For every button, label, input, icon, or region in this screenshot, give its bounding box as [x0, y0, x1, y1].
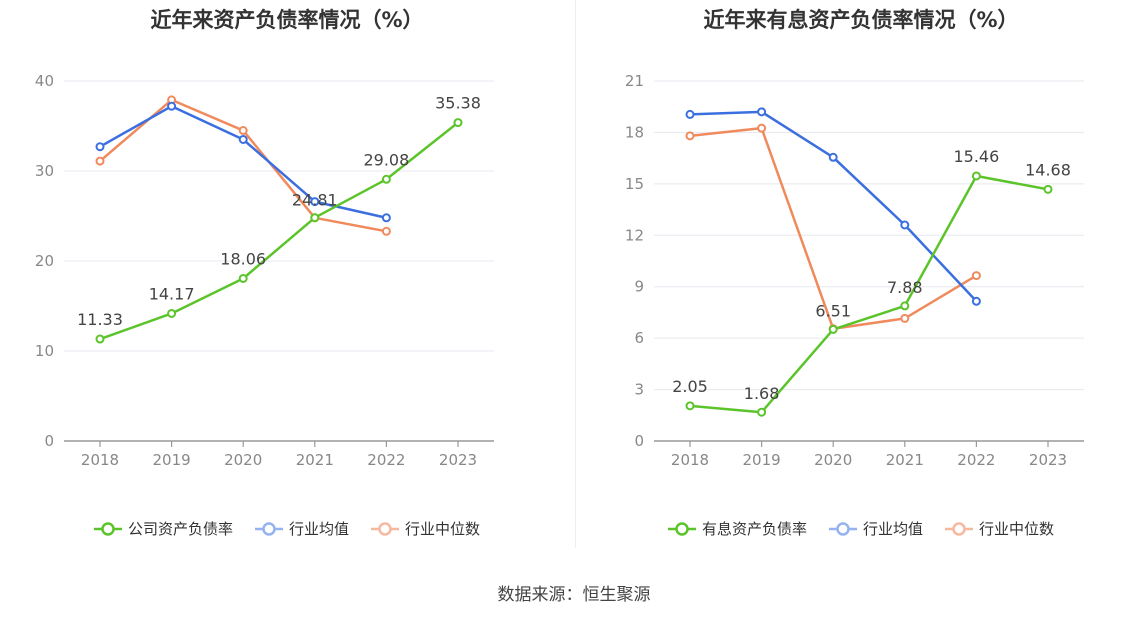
legend-swatch-icon	[667, 521, 696, 536]
x-tick-label: 2023	[1029, 451, 1067, 469]
line-chart-interest-bearing-debt-ratio: 0 3 6 9 12 15 18 21 2018 2019 2020 2021 2022 2023 2.05…	[625, 72, 1084, 469]
data-point	[685, 109, 695, 119]
x-tick-label: 2020	[224, 451, 262, 469]
legend-swatch-icon	[93, 521, 122, 536]
data-point	[310, 213, 320, 223]
legend-swatch-icon	[254, 521, 283, 536]
x-tick-label: 2018	[81, 451, 119, 469]
legend-label: 有息资产负债率	[701, 520, 807, 538]
y-tick-label: 30	[35, 162, 54, 180]
data-point	[381, 226, 391, 236]
data-point	[971, 271, 981, 281]
y-tick-label: 18	[625, 123, 644, 141]
x-tick-label: 2021	[296, 451, 334, 469]
data-point	[95, 334, 105, 344]
y-tick-label: 40	[35, 72, 54, 90]
data-label: 29.08	[363, 150, 409, 169]
data-point	[685, 131, 695, 141]
data-label: 18.06	[220, 249, 266, 268]
line-chart-debt-ratio: 0 10 20 30 40 2018 2019 2020 2021 2022 2023 11.33 14…	[35, 72, 494, 469]
data-point	[828, 152, 838, 162]
y-tick-label: 0	[634, 432, 644, 450]
data-point	[900, 313, 910, 323]
legend-item-industry-median[interactable]: 行业中位数	[945, 518, 1054, 539]
y-tick-label: 10	[35, 342, 54, 360]
series-line	[689, 174, 1049, 414]
chart-panel-left: 近年来资产负债率情况（%） 0 10 20 30 40 2018 2019 2020 2021 2…	[0, 0, 574, 560]
data-point	[900, 220, 910, 230]
x-tick-label: 2019	[153, 451, 191, 469]
data-point	[971, 171, 981, 181]
y-tick-label: 3	[634, 381, 644, 399]
chart-title: 近年来有息资产负债率情况（%）	[703, 8, 1019, 32]
data-label: 14.17	[149, 284, 195, 303]
x-tick-label: 2022	[957, 451, 995, 469]
data-point	[757, 107, 767, 117]
data-point	[310, 197, 320, 207]
series-line	[99, 98, 387, 233]
series-line	[99, 121, 459, 341]
legend-label: 行业中位数	[405, 520, 481, 538]
data-point	[238, 273, 248, 283]
legend-item-industry-median[interactable]: 行业中位数	[371, 518, 480, 539]
x-tick-label: 2020	[814, 451, 852, 469]
y-tick-label: 21	[625, 72, 644, 90]
data-point	[757, 123, 767, 133]
legend-label: 公司资产负债率	[127, 520, 233, 538]
data-point	[167, 101, 177, 111]
data-point	[95, 156, 105, 166]
data-point	[238, 126, 248, 135]
series-line	[689, 110, 978, 303]
legend-label: 行业均值	[288, 520, 349, 538]
data-point	[1043, 184, 1053, 194]
y-tick-label: 0	[44, 432, 54, 450]
data-label: 6.51	[815, 301, 851, 320]
x-tick-label: 2018	[671, 451, 709, 469]
data-point	[971, 296, 981, 306]
y-tick-label: 12	[625, 226, 644, 244]
data-point	[453, 118, 463, 128]
legend-item-interest-bearing-ratio[interactable]: 有息资产负债率	[667, 518, 807, 539]
legend-item-company-ratio[interactable]: 公司资产负债率	[93, 518, 233, 539]
legend-label: 行业均值	[862, 520, 923, 538]
legend-item-industry-mean[interactable]: 行业均值	[254, 518, 349, 539]
panel-divider	[575, 0, 576, 548]
data-point	[828, 324, 838, 334]
data-source-note: 数据来源：恒生聚源	[497, 585, 651, 605]
y-tick-label: 9	[634, 278, 644, 296]
data-label: 2.05	[672, 377, 708, 396]
legend-swatch-icon	[828, 521, 857, 536]
y-tick-label: 15	[625, 175, 644, 193]
chart-legend: 公司资产负债率 行业均值 行业中位数	[0, 518, 574, 539]
legend-item-industry-mean[interactable]: 行业均值	[828, 518, 923, 539]
chart-legend: 有息资产负债率 行业均值 行业中位数	[574, 518, 1148, 539]
data-point	[238, 135, 248, 144]
data-label: 15.46	[953, 147, 999, 166]
x-tick-label: 2022	[367, 451, 405, 469]
data-point	[757, 407, 767, 417]
legend-swatch-icon	[371, 521, 399, 536]
data-point	[381, 174, 391, 184]
y-tick-label: 20	[35, 252, 54, 270]
data-label: 11.33	[77, 310, 123, 329]
data-point	[167, 308, 177, 318]
data-label: 1.68	[744, 384, 780, 403]
x-tick-label: 2023	[439, 451, 477, 469]
data-point	[685, 401, 695, 411]
y-tick-label: 6	[634, 329, 644, 347]
legend-label: 行业中位数	[979, 520, 1055, 538]
x-tick-label: 2021	[886, 451, 924, 469]
data-point	[381, 213, 391, 223]
data-label: 14.68	[1025, 160, 1071, 179]
chart-panel-right: 近年来有息资产负债率情况（%） 0 3 6 9 12 15 18 21 2018 2019 2020…	[574, 0, 1148, 560]
chart-title: 近年来资产负债率情况（%）	[150, 8, 424, 32]
data-point	[95, 142, 105, 152]
data-label: 35.38	[435, 94, 481, 113]
legend-swatch-icon	[945, 521, 973, 536]
x-tick-label: 2019	[743, 451, 781, 469]
data-label: 24.81	[292, 191, 338, 210]
data-label: 7.88	[887, 278, 923, 297]
data-point	[900, 301, 910, 311]
